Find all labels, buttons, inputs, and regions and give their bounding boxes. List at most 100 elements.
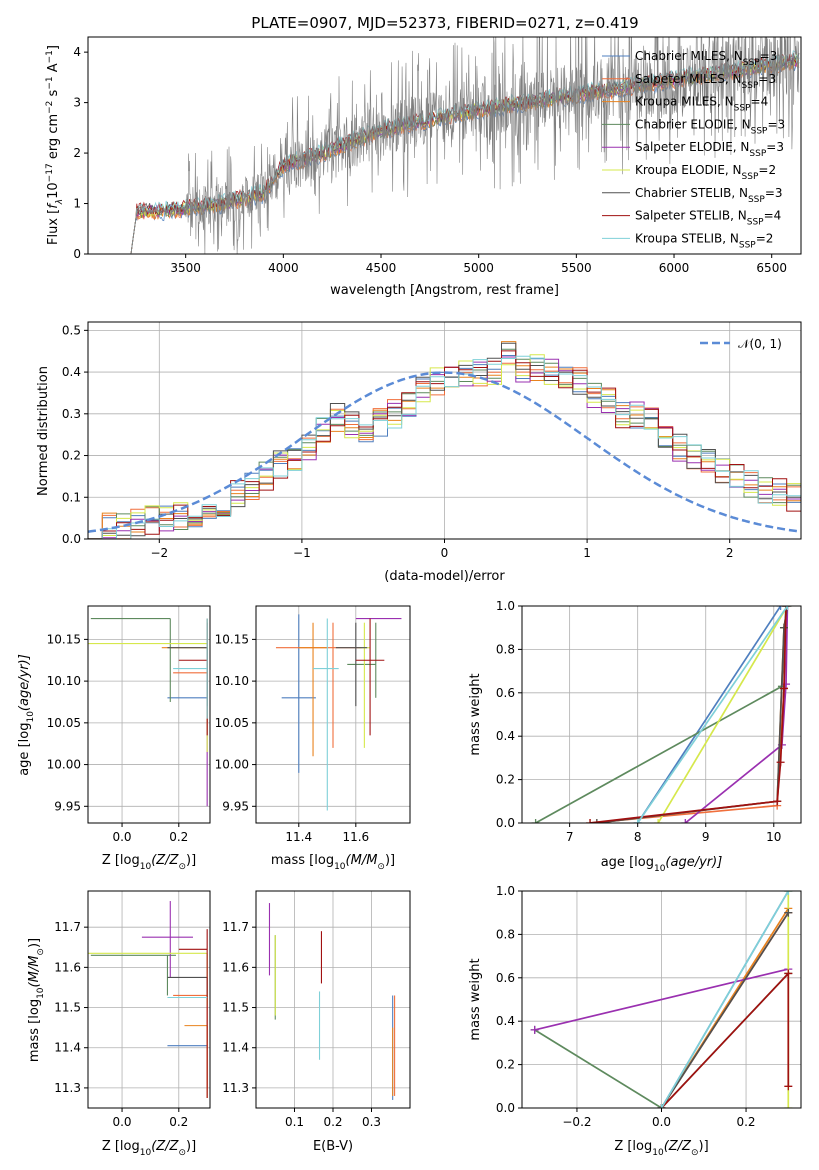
x-tick-label: 5000 [463, 261, 494, 275]
error-bar-point [178, 929, 208, 1098]
label-part: Kroupa ELODIE, N [635, 163, 742, 177]
plot-area [531, 606, 792, 823]
label-part: ⊙ [178, 862, 186, 872]
mass-weight-marker [776, 606, 785, 610]
weight-vs-age-axes-ylabel: mass weight [468, 673, 483, 755]
mass-weight-marker [592, 819, 601, 823]
y-tick-label: 2 [73, 146, 81, 160]
label-part: 10 [46, 182, 61, 199]
mass-weight-marker [633, 819, 642, 823]
weight-vs-Z-axes-ylabel: mass weight [468, 958, 483, 1040]
mass-weight-line [589, 606, 787, 823]
y-tick-label: 0.8 [496, 927, 515, 941]
legend-entry: Kroupa MILES, NSSP=4 [635, 95, 768, 114]
y-tick-label: 3 [73, 96, 81, 110]
label-part: SSP [751, 126, 768, 136]
label-part: 10 [654, 864, 666, 874]
label-part: Z [log [614, 1139, 652, 1154]
gaussian-curve [88, 371, 801, 533]
label-part: (Z/Z [151, 853, 179, 868]
label-part: =3 [766, 140, 784, 154]
mass-weight-line [589, 606, 787, 823]
x-tick-label: 6000 [659, 261, 690, 275]
y-tick-label: 9.95 [222, 799, 249, 813]
plot-area [275, 614, 402, 811]
mass-weight-marker [784, 1082, 793, 1091]
x-tick-label: 6500 [756, 261, 787, 275]
y-tick-label: 11.4 [54, 1041, 81, 1055]
label-part: SSP [747, 218, 764, 228]
label-part: (age/yr)] [17, 654, 32, 711]
label-part: erg cm [46, 114, 61, 163]
label-part: Z [log [102, 1139, 140, 1154]
mass-weight-marker [784, 908, 793, 917]
age-vs-mass-axes: 11.4 11.6 9.95 10.00 10.05 10.10 10.15 [215, 605, 411, 844]
label-part: Salpeter STELIB, N [635, 209, 747, 223]
label-part: =3 [758, 72, 776, 86]
x-tick-label: 11.6 [342, 830, 369, 844]
mass-vs-Z-axes: 0.0 0.2 11.3 11.4 11.5 11.6 11.7 [54, 890, 211, 1129]
label-part: )] [186, 853, 196, 868]
label-part: =3 [765, 186, 783, 200]
y-tick-label: 1 [73, 197, 81, 211]
label-part: Kroupa STELIB, N [635, 231, 739, 245]
error-bar-point [178, 618, 208, 736]
y-tick-label: 4 [73, 45, 81, 59]
mass-vs-Z-xlabel: Z [log10(Z/Z⊙)] [102, 1139, 196, 1158]
label-part: (M/M [27, 956, 42, 988]
residual-histogram [88, 355, 801, 539]
axes-frame [87, 36, 802, 255]
y-tick-label: 11.7 [54, 920, 81, 934]
mass-weight-marker [586, 819, 595, 823]
error-bar-point [358, 622, 371, 748]
weight-vs-age-axes: 7 8 9 10 0.0 0.2 0.4 0.6 0.8 1.0 [496, 599, 802, 844]
y-tick-label: 10.05 [215, 716, 249, 730]
label-part: −17 [45, 163, 55, 182]
x-tick-label: 1 [583, 546, 591, 560]
error-bar-point [90, 954, 176, 996]
label-part: ⊙ [377, 862, 385, 872]
y-tick-label: 0.4 [496, 1014, 515, 1028]
plot-area [88, 901, 208, 1098]
spectrum-axes: 3500 4000 4500 5000 5500 6000 6500 0 1 2 3 4 [73, 36, 802, 275]
weight-vs-age-xlabel: age [log10(age/yr)] [601, 855, 723, 874]
age-vs-Z-xlabel: Z [log10(Z/Z⊙)] [102, 853, 196, 872]
label-part: 10 [140, 862, 152, 872]
axes-frame [255, 605, 411, 824]
y-tick-label: 11.5 [222, 1001, 249, 1015]
label-part: ⊙ [178, 1148, 186, 1158]
y-tick-label: 0.4 [62, 365, 81, 379]
y-tick-label: 0.0 [496, 1101, 515, 1115]
plot-area [88, 341, 801, 539]
x-tick-label: 0.2 [169, 830, 188, 844]
legend-entry: Chabrier STELIB, NSSP=3 [635, 186, 783, 205]
label-part: age [log [17, 723, 32, 776]
mass-weight-marker [657, 1104, 666, 1108]
legend-entry: Kroupa ELODIE, NSSP=2 [635, 163, 776, 182]
weight-vs-Z-axes: −0.2 0.0 0.2 0.0 0.2 0.4 0.6 0.8 1.0 [496, 884, 802, 1129]
mass-weight-line [684, 606, 789, 823]
x-tick-label: 0.2 [736, 1115, 755, 1129]
label-part: mass [log [271, 853, 334, 868]
axes-frame [87, 605, 211, 824]
label-part: =2 [756, 231, 774, 245]
legend-entry: Kroupa STELIB, NSSP=2 [635, 231, 773, 250]
label-part: =4 [751, 95, 769, 109]
x-tick-label: −0.2 [562, 1115, 591, 1129]
label-part: Salpeter ELODIE, N [635, 140, 749, 154]
x-tick-label: 0.0 [652, 1115, 671, 1129]
y-tick-label: 0.4 [496, 729, 515, 743]
mass-weight-marker [654, 819, 663, 823]
x-tick-label: 11.4 [285, 830, 312, 844]
label-part: =4 [764, 209, 782, 223]
label-part: SSP [734, 104, 751, 114]
mass-weight-marker [784, 969, 793, 978]
error-bar-point [335, 622, 368, 707]
y-tick-label: 11.3 [222, 1081, 249, 1095]
mass-vs-Z-ylabel: mass [log10(M/M⊙)] [27, 938, 46, 1062]
label-part: Chabrier STELIB, N [635, 186, 748, 200]
y-tick-label: 11.5 [54, 1001, 81, 1015]
x-tick-label: 4000 [268, 261, 299, 275]
label-part: Salpeter MILES, N [635, 72, 742, 86]
gaussian-legend-label: 𝒩(0, 1) [738, 337, 782, 351]
